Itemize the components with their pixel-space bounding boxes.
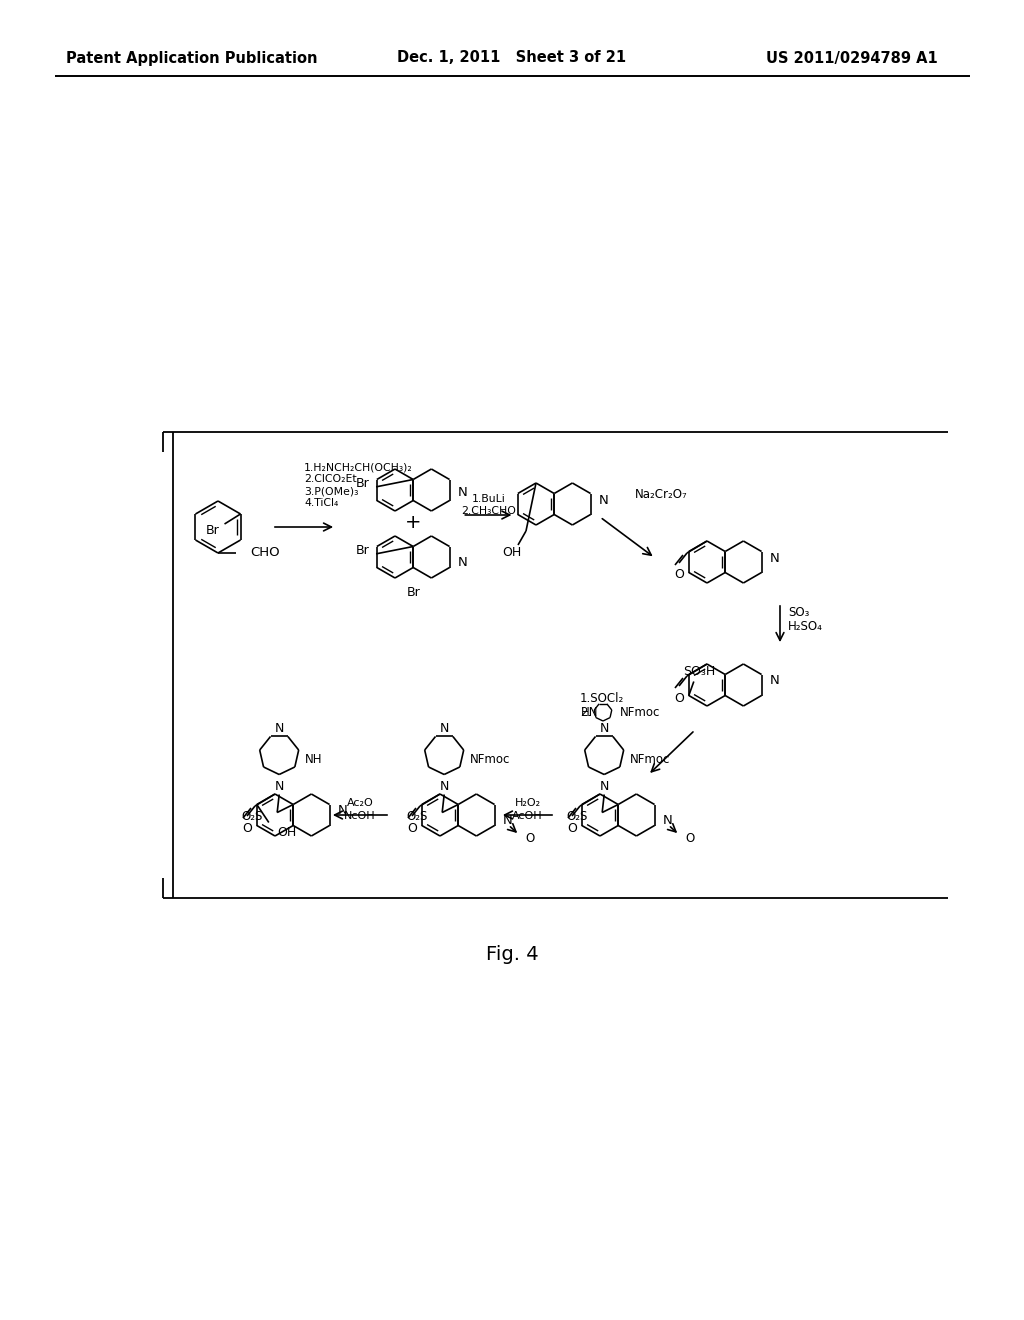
Text: N: N xyxy=(337,804,347,817)
Text: Br: Br xyxy=(356,478,370,490)
Text: Na₂Cr₂O₇: Na₂Cr₂O₇ xyxy=(635,487,688,500)
Text: N: N xyxy=(274,722,284,735)
Text: O₂S: O₂S xyxy=(242,810,263,822)
Text: OH: OH xyxy=(503,546,521,560)
Text: NH: NH xyxy=(305,752,323,766)
Text: NcOH: NcOH xyxy=(344,810,376,821)
Text: O: O xyxy=(685,833,694,846)
Text: 1.SOCl₂: 1.SOCl₂ xyxy=(580,692,625,705)
Text: 2.CH₃CHO: 2.CH₃CHO xyxy=(461,506,516,516)
Text: Dec. 1, 2011   Sheet 3 of 21: Dec. 1, 2011 Sheet 3 of 21 xyxy=(397,50,627,66)
Text: 4.TiCl₄: 4.TiCl₄ xyxy=(304,498,338,508)
Text: N: N xyxy=(769,552,779,565)
Text: N: N xyxy=(274,780,284,793)
Text: Ac₂O: Ac₂O xyxy=(347,799,374,808)
Text: O: O xyxy=(674,692,684,705)
Text: N: N xyxy=(458,486,467,499)
Text: OH: OH xyxy=(276,826,296,840)
Text: CHO: CHO xyxy=(250,546,280,560)
Text: Fig. 4: Fig. 4 xyxy=(485,945,539,965)
Text: O: O xyxy=(525,833,535,846)
Text: O: O xyxy=(674,569,684,582)
Text: Br: Br xyxy=(356,544,370,557)
Text: N: N xyxy=(503,814,512,828)
Text: N: N xyxy=(598,494,608,507)
Text: N: N xyxy=(599,780,609,793)
Text: N: N xyxy=(458,557,467,569)
Text: +: + xyxy=(404,513,422,532)
Text: SO₃H: SO₃H xyxy=(683,665,715,678)
Text: Br: Br xyxy=(407,586,420,598)
Text: H₂O₂: H₂O₂ xyxy=(514,799,541,808)
Text: N: N xyxy=(439,780,449,793)
Text: O₂S: O₂S xyxy=(567,810,588,822)
Text: O₂S: O₂S xyxy=(407,810,428,822)
Text: SO₃: SO₃ xyxy=(788,606,809,619)
Text: 1.H₂NCH₂CH(OCH₃)₂: 1.H₂NCH₂CH(OCH₃)₂ xyxy=(304,462,413,473)
Text: 3.P(OMe)₃: 3.P(OMe)₃ xyxy=(304,486,358,496)
Text: AcOH: AcOH xyxy=(512,810,543,821)
Text: N: N xyxy=(599,722,609,735)
Text: NFmoc: NFmoc xyxy=(620,705,660,718)
Text: 2.ClCO₂Et: 2.ClCO₂Et xyxy=(304,474,356,484)
Text: NFmoc: NFmoc xyxy=(630,752,671,766)
Text: 2.: 2. xyxy=(580,705,591,718)
Text: N: N xyxy=(769,675,779,688)
Text: N: N xyxy=(439,722,449,735)
Text: O: O xyxy=(242,821,252,834)
Text: O: O xyxy=(408,821,417,834)
Text: Patent Application Publication: Patent Application Publication xyxy=(67,50,317,66)
Text: HN: HN xyxy=(581,705,598,718)
Text: H₂SO₄: H₂SO₄ xyxy=(788,619,823,632)
Text: Br: Br xyxy=(206,524,219,536)
Text: NFmoc: NFmoc xyxy=(470,752,511,766)
Text: 1.BuLi: 1.BuLi xyxy=(471,494,505,504)
Text: US 2011/0294789 A1: US 2011/0294789 A1 xyxy=(766,50,938,66)
Text: N: N xyxy=(663,814,672,828)
Text: O: O xyxy=(567,821,577,834)
